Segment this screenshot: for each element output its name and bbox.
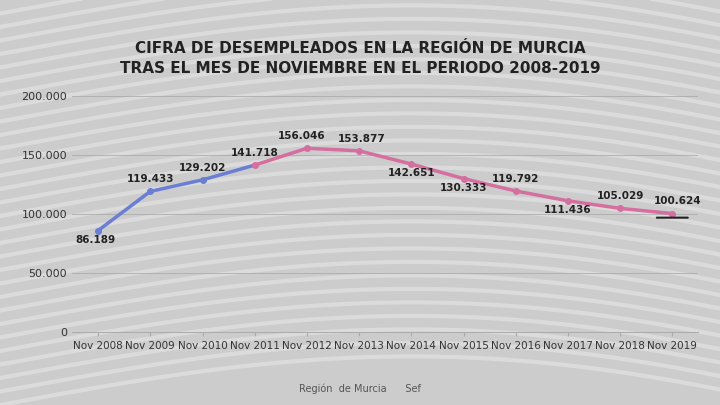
Text: 141.718: 141.718	[231, 148, 279, 158]
Text: 153.877: 153.877	[338, 134, 386, 144]
Text: 156.046: 156.046	[278, 131, 325, 141]
Text: CIFRA DE DESEMPLEADOS EN LA REGIÓN DE MURCIA: CIFRA DE DESEMPLEADOS EN LA REGIÓN DE MU…	[135, 41, 585, 56]
Text: 100.624: 100.624	[654, 196, 701, 207]
Text: 129.202: 129.202	[179, 163, 226, 173]
Text: 111.436: 111.436	[544, 205, 592, 215]
Text: TRAS EL MES DE NOVIEMBRE EN EL PERIODO 2008-2019: TRAS EL MES DE NOVIEMBRE EN EL PERIODO 2…	[120, 61, 600, 77]
Text: 130.333: 130.333	[440, 183, 487, 193]
Text: 105.029: 105.029	[596, 191, 644, 201]
Text: 119.433: 119.433	[127, 174, 174, 184]
Text: Región  de Murcia      Sef: Región de Murcia Sef	[299, 384, 421, 394]
Text: 119.792: 119.792	[492, 174, 539, 184]
Text: 142.651: 142.651	[387, 168, 435, 178]
Text: 86.189: 86.189	[76, 234, 115, 245]
